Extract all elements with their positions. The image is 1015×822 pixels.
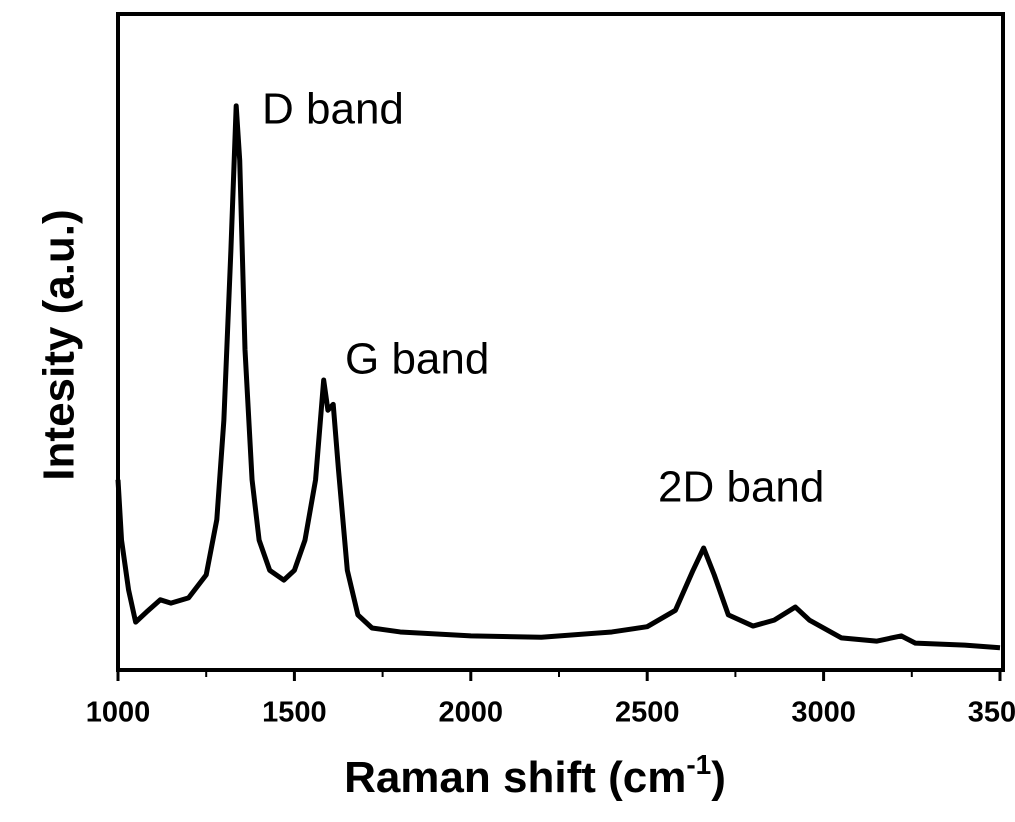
- x-tick-label: 2000: [439, 697, 504, 729]
- spectrum-line: [115, 103, 1001, 651]
- x-tick-label: 3500: [968, 697, 1015, 729]
- y-axis-label: Intesity (a.u.): [35, 209, 84, 480]
- x-label-main: Raman shift (cm: [344, 753, 686, 802]
- x-tick-label: 1000: [86, 697, 151, 729]
- x-tick-label: 3000: [791, 697, 856, 729]
- plot-frame: [116, 12, 1005, 672]
- x-label-end: ): [711, 753, 726, 802]
- band-annotation: D band: [262, 85, 404, 134]
- x-tick-label: 2500: [615, 697, 680, 729]
- band-annotation: G band: [345, 335, 489, 384]
- band-annotation: 2D band: [658, 463, 824, 512]
- x-tick-label: 1500: [262, 697, 327, 729]
- x-label-sup: -1: [686, 749, 711, 780]
- x-axis-label: Raman shift (cm-1): [344, 749, 726, 802]
